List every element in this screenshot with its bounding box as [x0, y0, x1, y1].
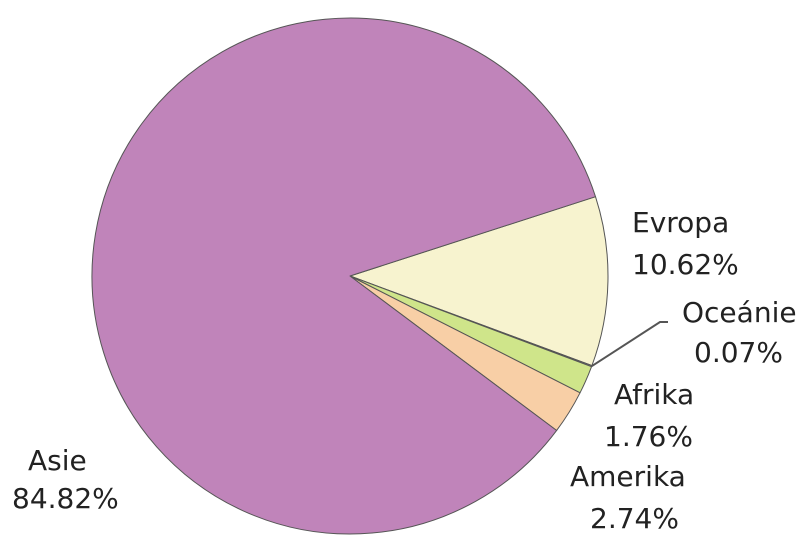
pie-slices	[91, 17, 609, 535]
label-evropa-name: Evropa	[632, 206, 729, 239]
label-amerika-percent: 2.74%	[590, 502, 679, 535]
pie-slice-evropa	[349, 196, 609, 367]
label-evropa-percent: 10.62%	[632, 248, 739, 281]
label-afrika-percent: 1.76%	[604, 420, 693, 453]
leader-lines	[591, 321, 668, 368]
label-amerika-name: Amerika	[570, 460, 686, 493]
label-oceanie-name: Oceánie	[682, 296, 797, 329]
leader-line-oceanie	[591, 321, 668, 368]
label-afrika-name: Afrika	[614, 378, 694, 411]
label-asie-percent: 84.82%	[12, 482, 119, 515]
label-asie-name: Asie	[28, 444, 87, 477]
pie-slice-asie	[91, 17, 597, 535]
label-oceanie-percent: 0.07%	[694, 336, 783, 369]
